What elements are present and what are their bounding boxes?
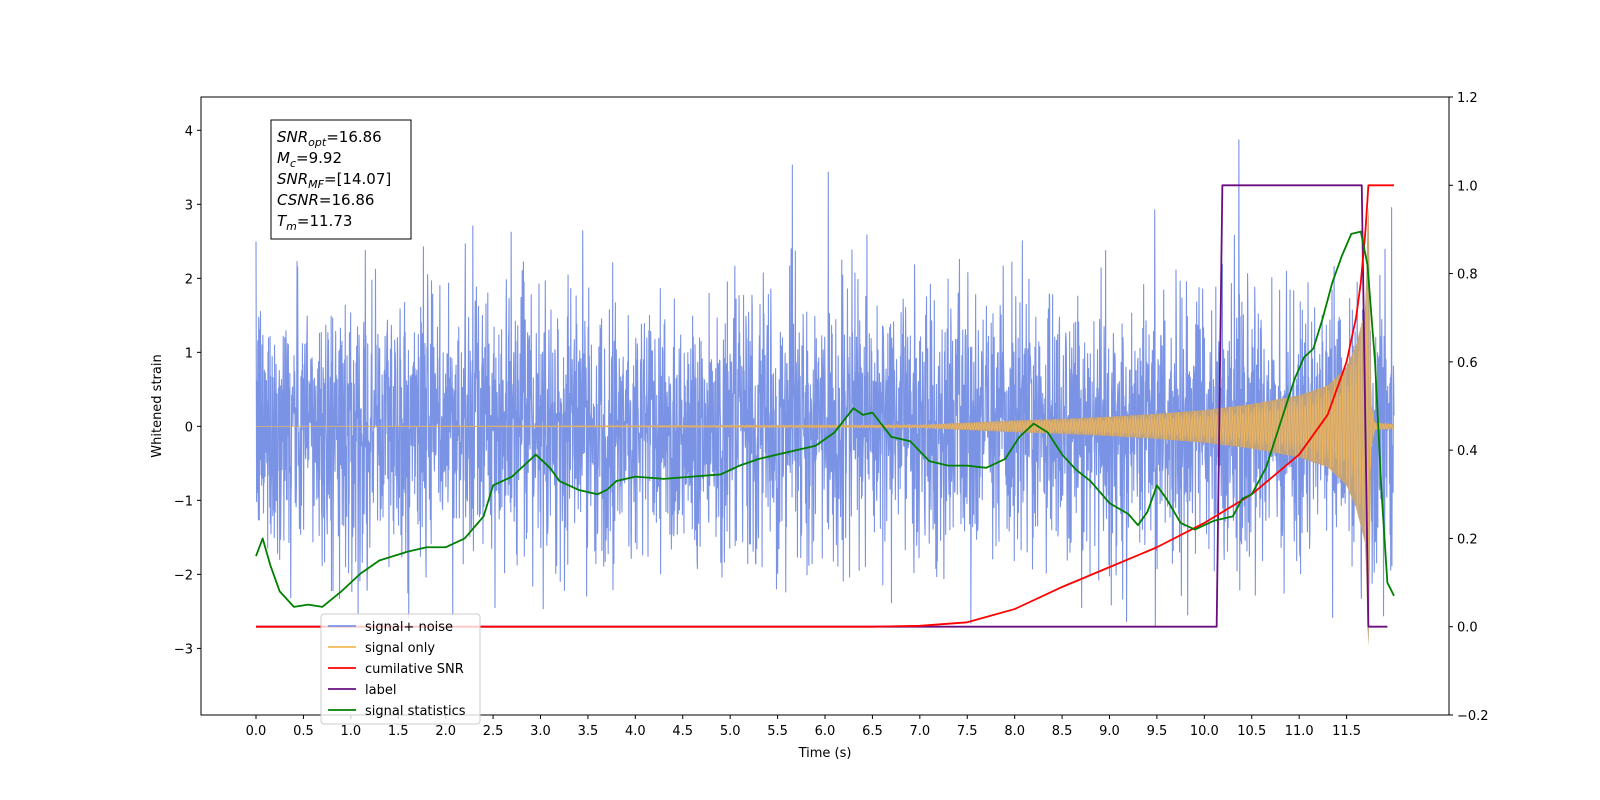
legend-label: signal+ noise [365, 620, 453, 635]
y-tick-label: 0 [185, 420, 193, 435]
series-signal-only-line [256, 279, 1395, 629]
info-box-line: SNRMF=[14.07] [277, 170, 391, 191]
x-tick-label: 2.5 [483, 724, 504, 739]
x-tick-label: 1.5 [388, 724, 409, 739]
x-tick-label: 6.5 [862, 724, 883, 739]
x-tick-label: 11.0 [1285, 724, 1314, 739]
legend-frame [320, 613, 481, 725]
legend-label: signal statistics [365, 704, 466, 719]
y-tick-label: 2 [185, 272, 193, 287]
plot-area [255, 139, 1395, 646]
info-box-line: Tm=11.73 [277, 212, 352, 233]
info-box-line: Mc=9.92 [277, 149, 342, 170]
y-tick-label: −1 [174, 494, 193, 509]
y-axis-left: −3 −2 −1 0 1 2 3 4 [174, 124, 201, 657]
x-tick-label: 7.0 [909, 724, 930, 739]
x-tick-label: 7.5 [957, 724, 978, 739]
series-signal-statistics-line [255, 230, 1395, 608]
x-tick-label: 11.5 [1332, 724, 1361, 739]
x-tick-label: 4.5 [672, 724, 693, 739]
x-tick-label: 6.0 [815, 724, 836, 739]
series-label-line [256, 184, 1388, 628]
series-signal-noise-line [255, 139, 1395, 628]
x-tick-label: 2.0 [435, 724, 456, 739]
x-tick-label: 5.0 [720, 724, 741, 739]
x-tick-label: 1.0 [340, 724, 361, 739]
y2-tick-label: 1.2 [1457, 91, 1478, 106]
x-tick-label: 0.0 [246, 724, 267, 739]
x-tick-label: 8.0 [1004, 724, 1025, 739]
x-tick-label: 10.5 [1237, 724, 1266, 739]
legend: signal+ noise signal only cumilative SNR la… [320, 613, 481, 725]
y2-tick-label: −0.2 [1457, 709, 1489, 724]
x-tick-label: 8.5 [1052, 724, 1073, 739]
x-tick-label: 10.0 [1190, 724, 1219, 739]
y-axis-label: Whitened strain [150, 354, 165, 457]
y-axis-right: −0.2 0.0 0.2 0.4 0.6 0.8 1.0 1.2 [1449, 91, 1489, 724]
y2-tick-label: 0.2 [1457, 532, 1478, 547]
y-tick-label: 1 [185, 346, 193, 361]
y-tick-label: −3 [174, 642, 193, 657]
series-cumulative-snr-line [256, 184, 1394, 628]
y-tick-label: −2 [174, 568, 193, 583]
info-box-line: SNRopt=16.86 [277, 128, 382, 149]
series-signal-only-fill [256, 206, 1394, 646]
info-box: SNRopt=16.86Mc=9.92SNRMF=[14.07]CSNR=16.… [270, 119, 412, 240]
y-tick-label: 3 [185, 198, 193, 213]
legend-label: signal only [365, 641, 435, 656]
legend-label: cumilative SNR [365, 662, 464, 677]
info-box-frame [270, 119, 412, 240]
x-tick-label: 0.5 [293, 724, 314, 739]
y2-tick-label: 0.6 [1457, 356, 1478, 371]
info-box-line: CSNR=16.86 [277, 191, 374, 209]
x-tick-label: 4.0 [625, 724, 646, 739]
legend-label: label [365, 683, 396, 698]
x-axis-label: Time (s) [798, 746, 852, 761]
y2-tick-label: 0.4 [1457, 444, 1478, 459]
y2-tick-label: 1.0 [1457, 179, 1478, 194]
y2-tick-label: 0.0 [1457, 621, 1478, 636]
y2-tick-label: 0.8 [1457, 268, 1478, 283]
y-tick-label: 4 [185, 124, 193, 139]
x-tick-label: 3.0 [530, 724, 551, 739]
x-tick-label: 9.5 [1147, 724, 1168, 739]
x-axis: 0.0 0.5 1.0 1.5 2.0 2.5 3.0 3.5 4.0 4.5 5.0 5.5 6.0 6… [246, 715, 1361, 739]
x-tick-label: 9.0 [1099, 724, 1120, 739]
x-tick-label: 5.5 [767, 724, 788, 739]
x-tick-label: 3.5 [578, 724, 599, 739]
